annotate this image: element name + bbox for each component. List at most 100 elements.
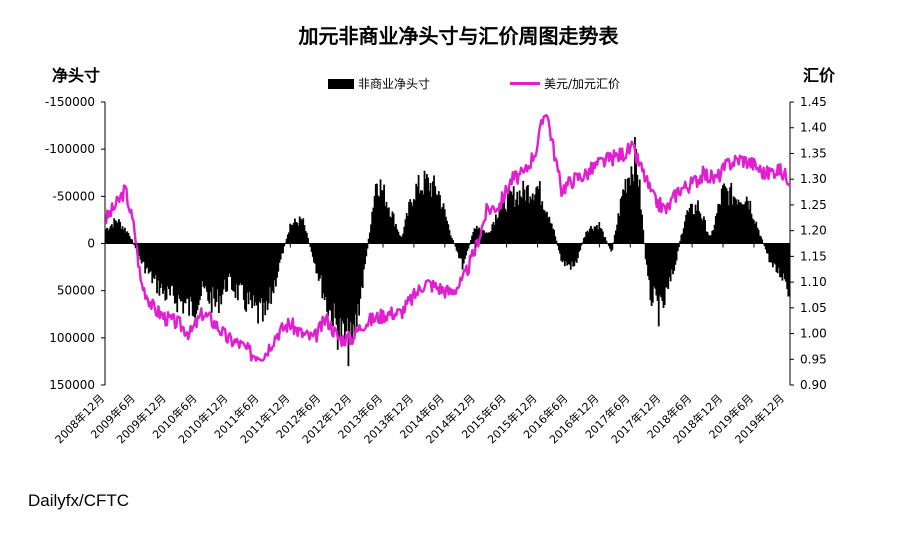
bar [416,186,419,244]
bar [386,208,389,244]
bar [711,230,714,244]
bar [423,170,426,244]
bar [544,212,547,244]
bar [313,243,315,263]
bar [781,243,784,281]
bar [327,243,330,317]
bar [241,243,244,285]
bar [390,217,393,244]
bar [651,243,654,303]
bar [743,204,746,244]
bar [238,243,240,286]
bar [403,226,406,244]
bar [637,186,640,244]
bar [353,243,356,340]
bar [761,239,764,244]
bar [739,202,742,244]
bar [219,243,221,296]
bar [395,223,397,244]
bar [580,243,583,246]
bar [565,243,567,262]
bar [359,243,362,299]
bar [697,200,699,244]
bar [150,243,152,271]
bar [593,226,596,244]
bar [548,216,551,244]
bar [450,237,453,244]
bar [741,204,743,244]
bar [733,197,736,244]
bar [385,201,388,244]
bar [472,232,475,244]
bar [189,243,192,297]
bar [497,217,500,244]
bar [261,243,264,322]
bar [712,230,715,244]
left-tick-label: -50000 [52,189,95,203]
bar [626,178,629,244]
bar [226,243,229,292]
bar [273,243,276,281]
bar [235,243,238,285]
bars-group [105,137,791,367]
bar [729,187,731,244]
bar [492,221,495,244]
bar [415,183,418,244]
bar [766,243,768,254]
bar [640,209,642,244]
bar [283,243,286,247]
legend-item-line: 美元/加元汇价 [510,75,620,92]
bar [214,243,217,307]
bar [767,243,770,254]
bar [340,243,343,344]
bar [151,243,154,284]
bar [568,243,571,265]
bar [502,194,504,244]
bar [622,189,624,244]
bar [118,219,120,244]
bar [255,243,258,306]
bar [692,214,695,244]
bar [328,243,331,310]
bar [649,243,652,301]
bar [404,219,407,244]
bar [717,204,720,244]
bar [591,228,594,244]
bar [433,175,435,244]
bar [689,203,692,244]
bar [254,243,257,303]
bar [113,218,116,244]
bar [326,243,328,312]
bar [370,224,372,244]
bar [499,206,502,244]
bar [427,177,429,244]
bar [398,235,401,244]
bar [541,201,544,244]
right-tick-label: 1.30 [800,172,827,186]
bar [623,190,626,244]
bar [512,186,515,244]
bar [561,243,564,263]
bar [440,208,443,244]
bar [165,243,168,300]
bar [498,211,501,244]
bar [528,203,531,244]
bar [373,195,376,244]
bar [447,224,450,244]
bar [406,215,409,244]
bar [378,196,381,244]
left-tick-label: -150000 [45,95,95,109]
bar [252,243,255,296]
right-tick-label: 0.95 [800,352,827,366]
bar [755,221,758,244]
bar [240,243,243,286]
bar [749,200,752,244]
bar [489,232,491,244]
bar [422,194,425,244]
bar [347,243,350,367]
legend-label-bars: 非商业净头寸 [358,77,431,91]
bar [506,192,509,244]
bar [754,223,756,244]
bar [534,194,536,244]
bar [460,243,463,259]
